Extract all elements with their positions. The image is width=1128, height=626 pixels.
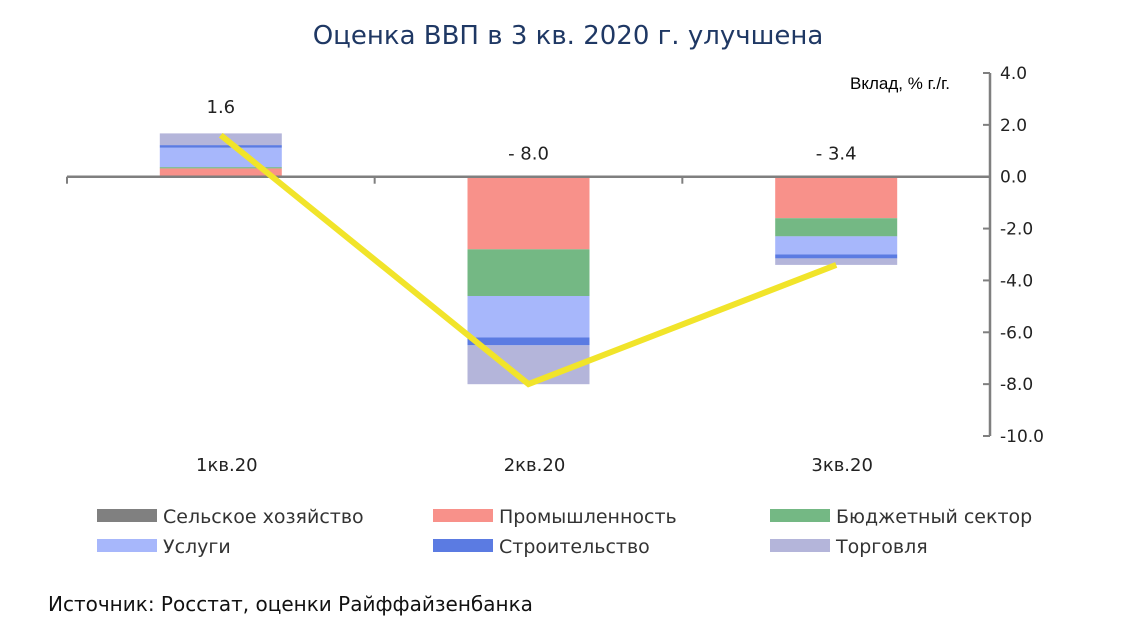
y-tick-label-3: -2.0 bbox=[1000, 220, 1033, 240]
bar-segment-series-4-0 bbox=[159, 145, 282, 148]
bar-segment-series-1-0 bbox=[159, 168, 282, 177]
y-tick-label-4: -4.0 bbox=[1000, 271, 1033, 291]
y-tick-label-7: -10.0 bbox=[1000, 427, 1044, 447]
legend-label-3: Услуги bbox=[163, 536, 231, 558]
y-tick-label-5: -6.0 bbox=[1000, 323, 1033, 343]
legend-swatch-3 bbox=[97, 539, 157, 552]
legend-label-0: Сельское хозяйство bbox=[163, 506, 364, 528]
bar-segment-series-1-2 bbox=[775, 176, 898, 219]
total-data-label-2: - 3.4 bbox=[816, 144, 857, 165]
category-label-2: 3кв.20 bbox=[811, 455, 873, 476]
source-note: Источник: Росстат, оценки Райффайзенбанк… bbox=[48, 592, 533, 616]
category-labels-layer: 1кв.20 2кв.20 3кв.20 bbox=[196, 455, 873, 476]
legend: Сельское хозяйство Промышленность Бюджетны… bbox=[97, 506, 1032, 558]
total-data-label-1: - 8.0 bbox=[508, 144, 549, 165]
category-label-0: 1кв.20 bbox=[196, 455, 258, 476]
y-tick-label-1: 2.0 bbox=[1000, 116, 1027, 136]
total-gdp-line bbox=[218, 132, 838, 388]
y-tick-label-6: -8.0 bbox=[1000, 375, 1033, 395]
legend-swatch-5 bbox=[770, 539, 830, 552]
legend-swatch-0 bbox=[97, 509, 157, 522]
bar-segment-series-5-0 bbox=[159, 133, 282, 146]
legend-label-1: Промышленность bbox=[499, 506, 677, 528]
legend-swatch-1 bbox=[433, 509, 493, 522]
bar-segment-series-1-1 bbox=[467, 176, 590, 250]
legend-label-2: Бюджетный сектор bbox=[836, 506, 1032, 528]
total-data-label-0: 1.6 bbox=[207, 97, 236, 118]
bar-segment-series-4-1 bbox=[467, 337, 590, 346]
bar-segment-series-2-2 bbox=[775, 218, 898, 237]
bar-segment-series-3-1 bbox=[467, 296, 590, 338]
bar-segment-series-5-2 bbox=[775, 258, 898, 265]
category-label-1: 2кв.20 bbox=[504, 455, 566, 476]
data-labels-layer: 1.6 - 8.0 - 3.4 bbox=[207, 97, 857, 164]
y-tick-label-2: 0.0 bbox=[1000, 168, 1027, 188]
legend-label-5: Торговля bbox=[835, 536, 928, 558]
legend-label-4: Строительство bbox=[499, 536, 650, 558]
legend-swatch-4 bbox=[433, 539, 493, 552]
y-tick-label-0: 4.0 bbox=[1000, 64, 1027, 84]
legend-swatch-2 bbox=[770, 509, 830, 522]
bar-segment-series-3-2 bbox=[775, 236, 898, 255]
total-line-layer bbox=[218, 132, 838, 388]
y-axis-unit-label: Вклад, % г./г. bbox=[850, 74, 950, 93]
bars-layer bbox=[159, 133, 898, 385]
bar-segment-series-3-0 bbox=[159, 147, 282, 168]
bar-segment-series-2-1 bbox=[467, 249, 590, 296]
bar-segment-series-4-2 bbox=[775, 254, 898, 259]
chart-title: Оценка ВВП в 3 кв. 2020 г. улучшена bbox=[313, 21, 824, 51]
y-axis-layer: 4.0 2.0 0.0 -2.0 -4.0 -6.0 -8.0 -10.0 bbox=[983, 64, 1044, 447]
bar-segment-series-2-0 bbox=[159, 167, 282, 169]
